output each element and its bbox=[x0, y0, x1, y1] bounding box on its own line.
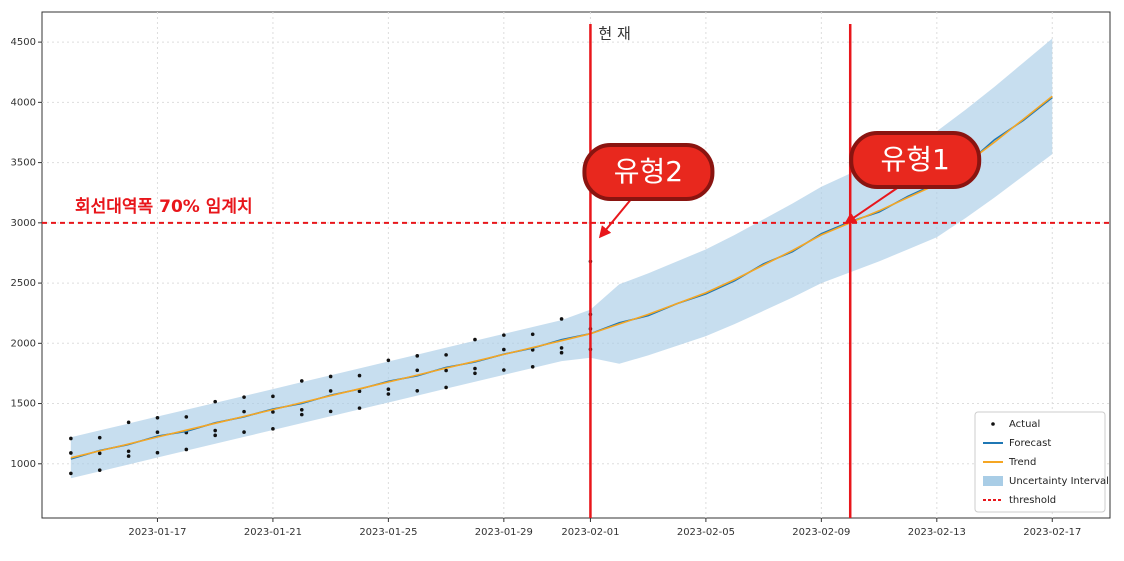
x-tick-label: 2023-01-21 bbox=[244, 527, 302, 538]
callout-arrow bbox=[844, 187, 898, 225]
actual-point bbox=[328, 389, 333, 393]
legend-swatch bbox=[983, 476, 1003, 486]
actual-point bbox=[415, 354, 420, 358]
callout-text: 유형2 bbox=[614, 155, 683, 188]
actual-point bbox=[213, 399, 217, 404]
threshold-label: 회선대역폭 70% 임계치 bbox=[75, 196, 253, 217]
actual-point bbox=[328, 409, 333, 414]
actual-point bbox=[97, 468, 102, 472]
actual-point bbox=[473, 371, 477, 376]
actual-point bbox=[126, 454, 131, 458]
x-tick-label: 2023-02-01 bbox=[561, 527, 619, 538]
actual-point bbox=[155, 430, 160, 435]
x-tick-label: 2023-02-13 bbox=[908, 527, 966, 538]
actual-point bbox=[502, 333, 506, 337]
actual-point bbox=[97, 451, 102, 456]
y-tick-label: 4500 bbox=[11, 37, 36, 48]
x-tick-label: 2023-01-29 bbox=[475, 527, 533, 538]
actual-point bbox=[242, 395, 246, 399]
actual-point bbox=[444, 353, 448, 357]
actual-point bbox=[155, 415, 160, 420]
actual-point bbox=[242, 409, 246, 414]
actual-point bbox=[357, 389, 362, 394]
actual-point bbox=[444, 385, 448, 390]
y-tick-label: 3000 bbox=[11, 218, 36, 229]
actual-point bbox=[126, 449, 131, 454]
actual-point bbox=[126, 420, 131, 425]
actual-point bbox=[97, 435, 102, 440]
actual-point bbox=[559, 350, 564, 355]
actual-point bbox=[271, 394, 275, 399]
y-tick-label: 3500 bbox=[11, 158, 36, 169]
legend-box bbox=[974, 411, 1106, 513]
actual-point bbox=[271, 427, 275, 431]
actual-point bbox=[184, 415, 189, 419]
actual-point bbox=[184, 447, 189, 452]
x-tick-label: 2023-02-09 bbox=[792, 527, 850, 538]
actual-point bbox=[213, 428, 217, 433]
actual-point bbox=[155, 450, 160, 455]
actual-point bbox=[69, 436, 73, 441]
uncertainty-band bbox=[70, 38, 1053, 479]
callout-box bbox=[849, 131, 982, 189]
legend-swatch bbox=[991, 422, 995, 426]
actual-point bbox=[299, 412, 304, 417]
x-tick-label: 2023-01-25 bbox=[359, 527, 417, 538]
legend-label: Forecast bbox=[1009, 438, 1051, 449]
actual-point bbox=[213, 433, 217, 438]
actual-point bbox=[328, 374, 333, 379]
actual-point bbox=[357, 406, 362, 410]
actual-point bbox=[473, 366, 477, 371]
x-tick-label: 2023-02-17 bbox=[1023, 527, 1081, 538]
actual-point bbox=[386, 387, 391, 392]
legend-label: threshold bbox=[1009, 495, 1056, 506]
callout-text: 유형1 bbox=[881, 143, 950, 176]
actual-point bbox=[502, 347, 506, 352]
actual-point bbox=[559, 317, 564, 321]
actual-point bbox=[530, 365, 535, 369]
y-tick-label: 2000 bbox=[11, 338, 36, 349]
actual-point bbox=[415, 368, 420, 373]
actual-point bbox=[299, 379, 304, 383]
plot-frame bbox=[41, 11, 1111, 519]
actual-point bbox=[559, 346, 564, 350]
y-tick-label: 1500 bbox=[11, 399, 36, 410]
actual-point bbox=[444, 368, 448, 373]
actual-point bbox=[357, 373, 362, 378]
legend-label: Actual bbox=[1009, 419, 1040, 430]
actual-point bbox=[415, 388, 420, 393]
callout-box bbox=[582, 143, 715, 201]
callout-arrow bbox=[598, 199, 632, 239]
actual-point bbox=[386, 392, 391, 396]
actual-point bbox=[242, 430, 246, 434]
y-tick-label: 4000 bbox=[11, 97, 36, 108]
y-tick-label: 1000 bbox=[11, 459, 36, 470]
x-tick-label: 2023-02-05 bbox=[677, 527, 735, 538]
actual-point bbox=[271, 410, 275, 414]
actual-point bbox=[299, 408, 304, 412]
x-tick-label: 2023-01-17 bbox=[128, 527, 186, 538]
actual-point bbox=[69, 471, 73, 476]
now-label: 현 재 bbox=[598, 25, 630, 43]
y-tick-label: 2500 bbox=[11, 278, 36, 289]
legend-label: Trend bbox=[1008, 457, 1036, 468]
actual-point bbox=[386, 358, 391, 363]
actual-point bbox=[530, 332, 535, 337]
actual-point bbox=[69, 451, 73, 455]
actual-point bbox=[473, 337, 477, 342]
actual-point bbox=[502, 368, 506, 372]
legend-label: Uncertainty Interval bbox=[1009, 476, 1109, 487]
trend-line bbox=[70, 95, 1053, 459]
